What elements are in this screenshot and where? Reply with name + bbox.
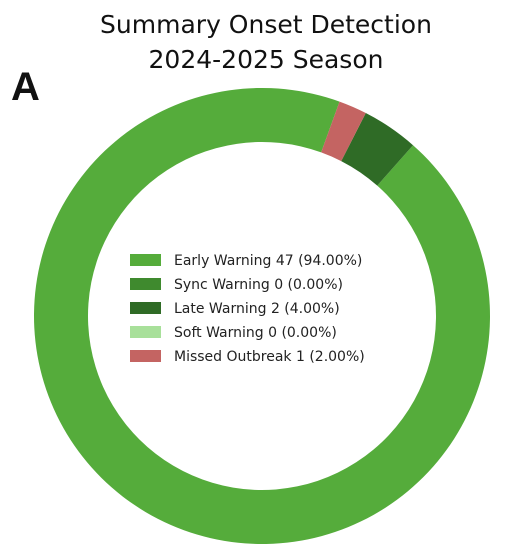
chart-title-line-2: 2024-2025 Season (149, 45, 384, 74)
legend-label-soft-warning: Soft Warning 0 (0.00%) (174, 325, 337, 341)
legend-swatch-early-warning (130, 254, 161, 266)
chart-title-line-1: Summary Onset Detection (100, 10, 432, 39)
legend-label-late-warning: Late Warning 2 (4.00%) (174, 301, 340, 317)
chart-legend: Early Warning 47 (94.00%) Sync Warning 0 … (130, 253, 365, 365)
legend-swatch-missed-outbreak (130, 350, 161, 362)
legend-label-missed-outbreak: Missed Outbreak 1 (2.00%) (174, 349, 365, 365)
legend-swatch-soft-warning (130, 326, 161, 338)
legend-label-sync-warning: Sync Warning 0 (0.00%) (174, 277, 343, 293)
legend-swatch-sync-warning (130, 278, 161, 290)
slice-missed-outbreak (321, 101, 366, 162)
panel-label: A (11, 65, 40, 109)
legend-label-early-warning: Early Warning 47 (94.00%) (174, 253, 362, 269)
donut-slices (33, 87, 491, 544)
legend-swatch-late-warning (130, 302, 161, 314)
slice-late-warning (341, 112, 414, 186)
